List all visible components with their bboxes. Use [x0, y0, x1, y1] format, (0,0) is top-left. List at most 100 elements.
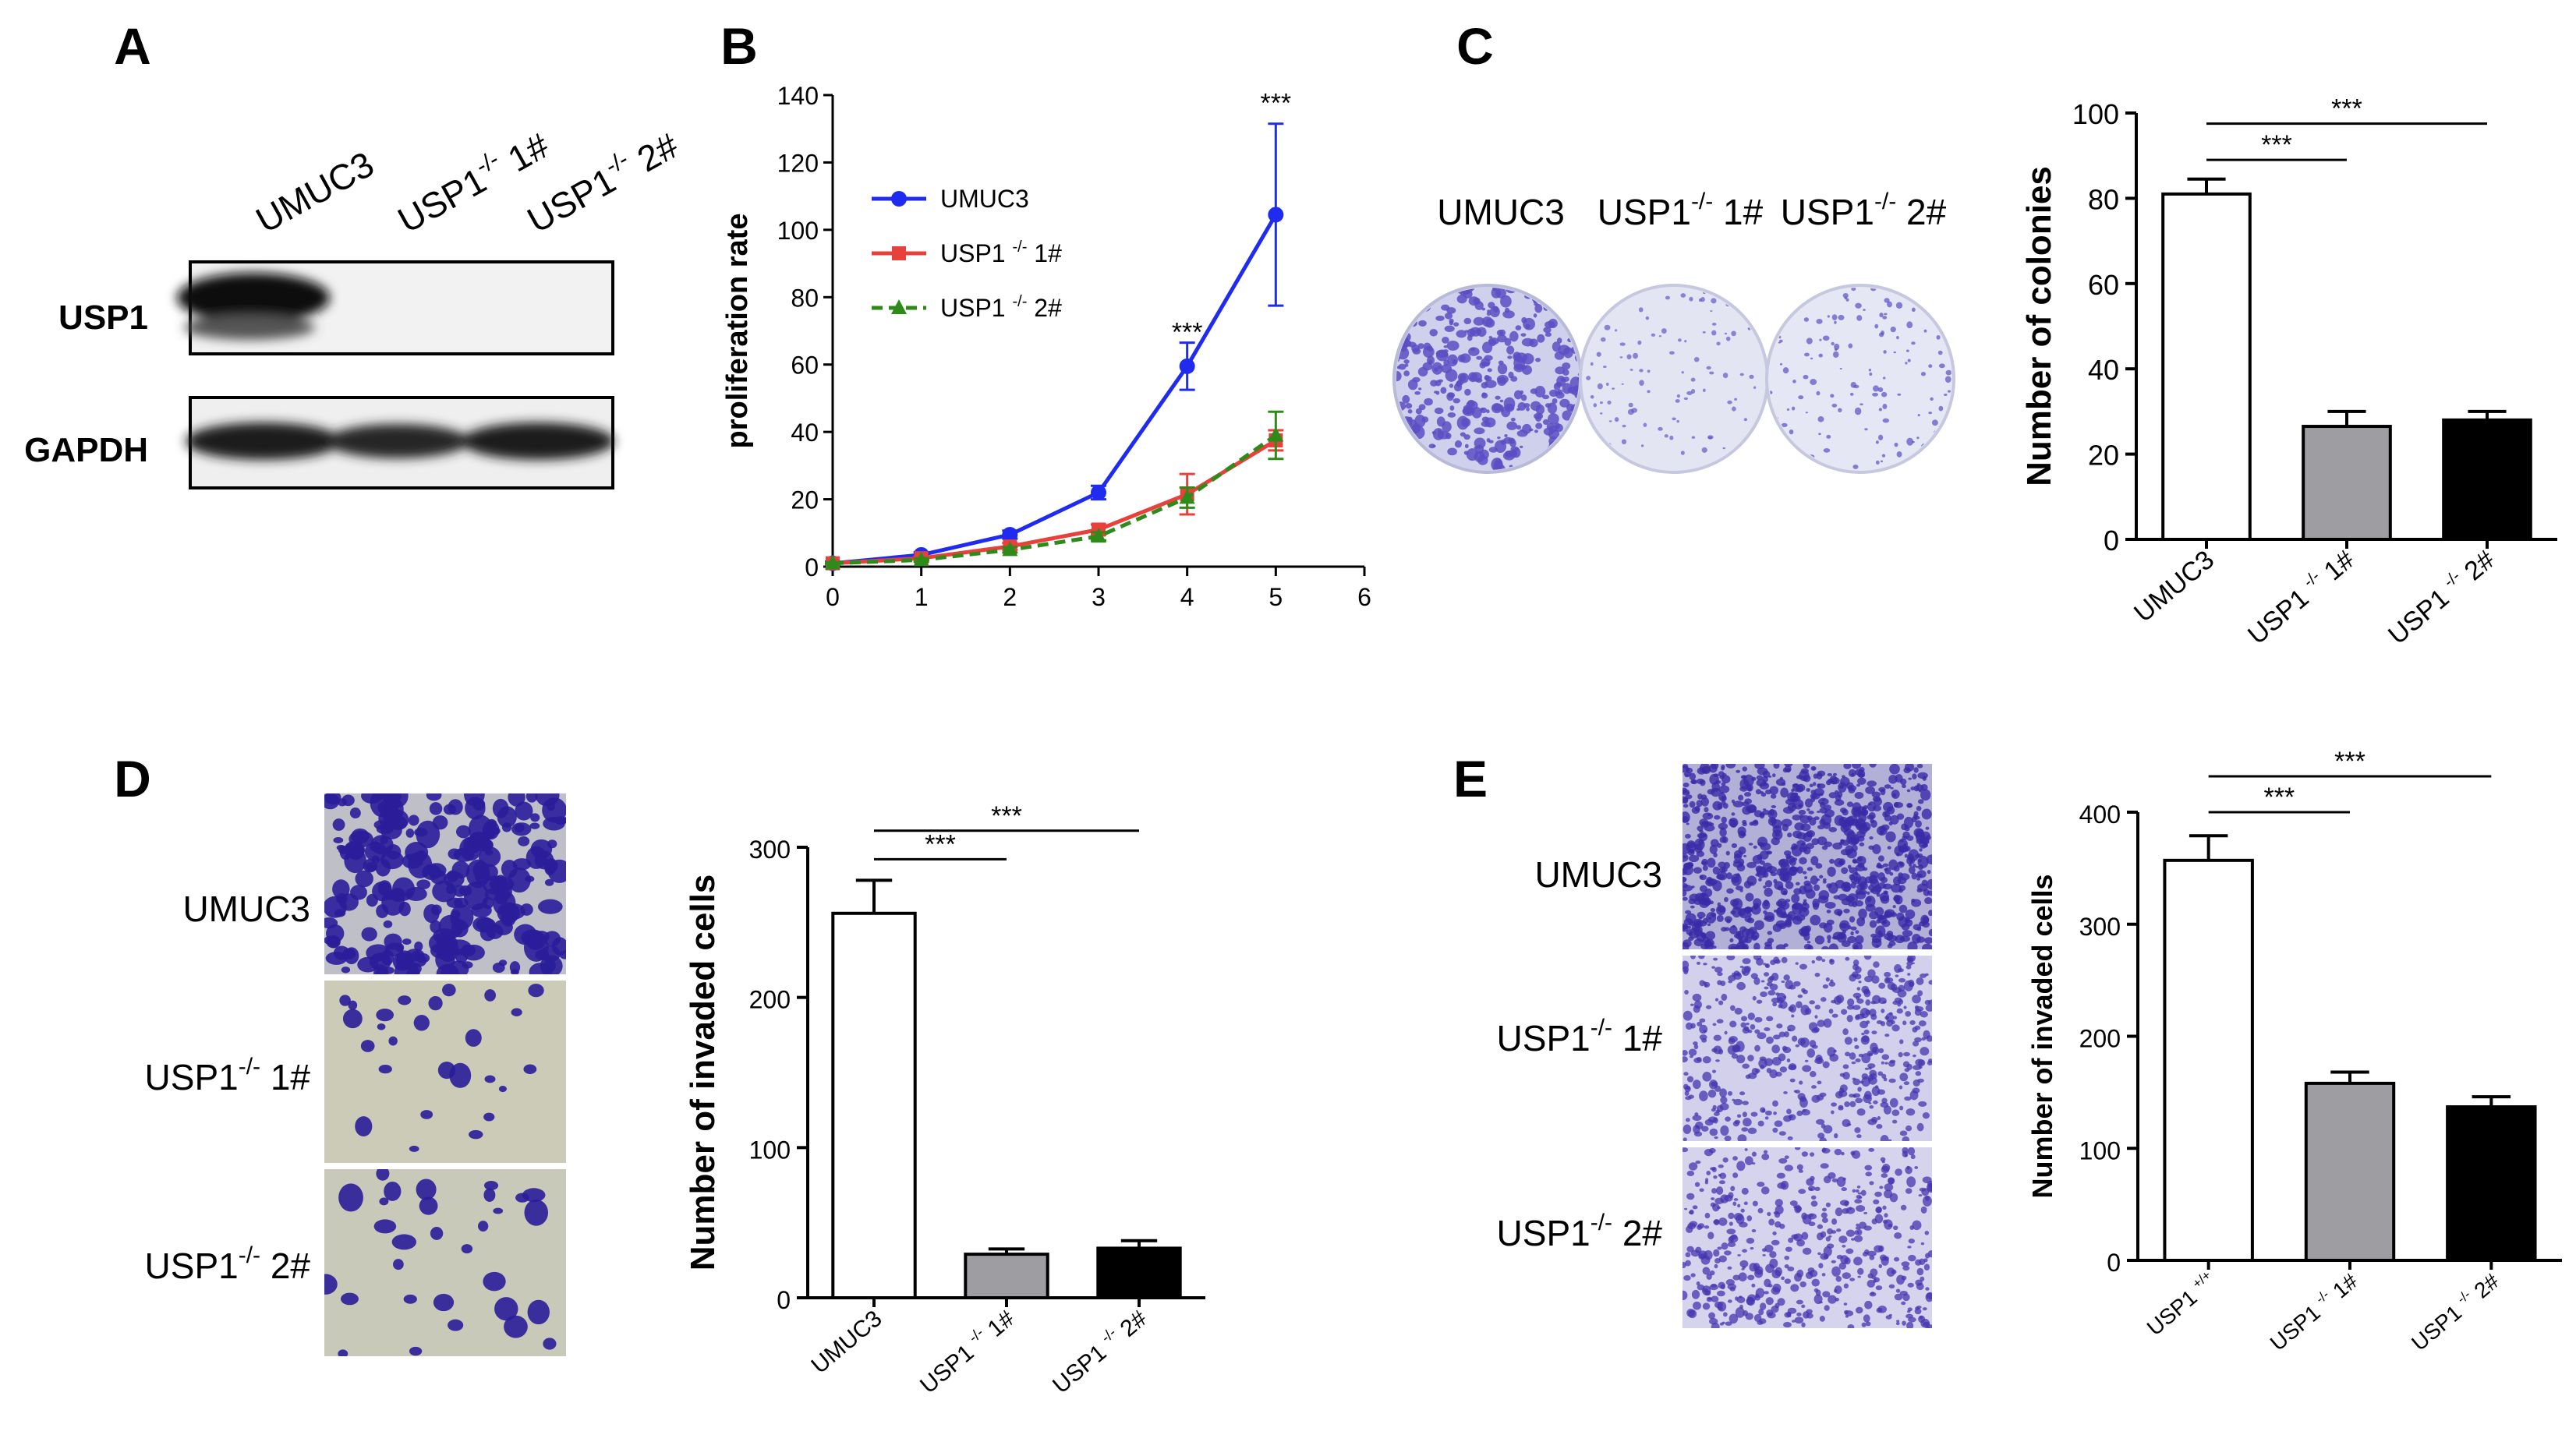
stained-cell — [1467, 334, 1473, 341]
stained-cell — [1807, 1267, 1815, 1274]
stained-cell — [1647, 369, 1651, 373]
stained-cell — [1729, 818, 1739, 828]
stained-cell — [1746, 1022, 1750, 1026]
stained-cell — [1891, 1024, 1900, 1032]
stained-cell — [1841, 1151, 1845, 1156]
stained-cell — [1854, 791, 1864, 799]
stained-cell — [429, 802, 443, 815]
stained-cell — [1470, 347, 1476, 352]
stained-cell — [1676, 419, 1679, 423]
stained-cell — [398, 995, 412, 1005]
stained-cell — [543, 931, 561, 947]
stained-cell — [1510, 417, 1516, 422]
stained-cell — [1480, 408, 1484, 412]
stained-cell — [1731, 406, 1736, 412]
stained-cell — [1761, 1153, 1770, 1161]
stained-cell — [1721, 1242, 1729, 1250]
stained-cell — [1884, 890, 1888, 895]
stained-cell — [1786, 1058, 1791, 1062]
stained-cell — [1815, 863, 1823, 869]
stained-cell — [1892, 1225, 1898, 1231]
stained-cell — [1829, 959, 1834, 963]
stained-cell — [1856, 783, 1861, 787]
stained-cell — [1847, 893, 1859, 903]
stained-cell — [1831, 1102, 1837, 1107]
stained-cell — [1637, 340, 1642, 345]
stained-cell — [1902, 1136, 1910, 1141]
stained-cell — [1855, 302, 1862, 309]
stained-cell — [1870, 818, 1875, 823]
stained-cell — [1680, 451, 1685, 455]
stained-cell — [1791, 458, 1798, 465]
stained-cell — [1859, 842, 1865, 846]
stained-cell — [1728, 1192, 1734, 1199]
stained-cell — [1810, 914, 1821, 926]
stained-cell — [1493, 460, 1503, 470]
stained-cell — [1461, 418, 1471, 427]
stained-cell — [1703, 834, 1707, 837]
stained-cell — [1767, 938, 1775, 944]
stained-cell — [515, 801, 533, 821]
stained-cell — [1795, 962, 1799, 965]
stained-cell — [1411, 344, 1420, 353]
stained-cell — [1948, 464, 1951, 470]
stained-cell — [1783, 850, 1792, 857]
stained-cell — [1476, 355, 1483, 360]
stained-cell — [1728, 1212, 1735, 1220]
stained-cell — [1913, 1079, 1920, 1087]
stained-cell — [1864, 1067, 1870, 1070]
stained-cell — [1913, 828, 1924, 838]
stained-cell — [1487, 309, 1491, 313]
stained-cell — [1794, 792, 1799, 796]
stained-cell — [1894, 963, 1902, 974]
stained-cell — [1896, 1008, 1903, 1014]
stained-cell — [1817, 1224, 1824, 1229]
stained-cell — [1874, 1214, 1884, 1224]
stained-cell — [383, 920, 393, 928]
stained-cell — [1817, 1252, 1821, 1256]
stained-cell — [1698, 298, 1702, 302]
stained-cell — [1716, 1104, 1724, 1112]
stained-cell — [1757, 836, 1768, 847]
stained-cell — [1743, 774, 1754, 787]
stained-cell — [1742, 1027, 1750, 1034]
x-tick-label: UMUC3 — [807, 1306, 887, 1379]
stained-cell — [537, 899, 563, 914]
stained-cell — [1759, 1302, 1767, 1310]
stained-cell — [1743, 880, 1752, 889]
stained-cell — [1877, 872, 1885, 882]
stained-cell — [1753, 430, 1760, 438]
stained-cell — [1924, 896, 1932, 905]
stained-cell — [1918, 1101, 1927, 1107]
stained-cell — [1622, 424, 1626, 428]
stained-cell — [1575, 461, 1579, 467]
stained-cell — [1762, 862, 1773, 872]
stained-cell — [1760, 991, 1767, 998]
stained-cell — [1586, 376, 1591, 380]
stained-cell — [384, 933, 402, 950]
stained-cell — [1861, 1032, 1865, 1036]
stained-cell — [1403, 359, 1410, 364]
stained-cell — [1757, 1182, 1765, 1187]
stained-cell — [1769, 1250, 1777, 1258]
stained-cell — [1884, 313, 1888, 316]
stained-cell — [1816, 391, 1821, 396]
y-tick-label: 120 — [777, 149, 819, 177]
stained-cell — [1940, 319, 1944, 322]
stained-cell — [1474, 437, 1486, 449]
stained-cell — [1714, 1218, 1720, 1226]
stained-cell — [1873, 961, 1880, 968]
stained-cell — [1409, 295, 1421, 309]
stained-cell — [1408, 439, 1416, 447]
transwell-label-usp1-ko-1: USP1-/- 1# — [145, 1054, 311, 1097]
stained-cell — [1899, 1105, 1904, 1111]
stained-cell — [1562, 283, 1568, 288]
stained-cell — [1828, 826, 1838, 832]
stained-cell — [1909, 1225, 1915, 1230]
stained-cell — [1562, 315, 1570, 323]
stained-cell — [1836, 1228, 1842, 1232]
stained-cell — [1780, 862, 1790, 871]
stained-cell — [1721, 993, 1728, 1001]
stained-cell — [1813, 1027, 1820, 1033]
stained-cell — [1463, 434, 1470, 440]
